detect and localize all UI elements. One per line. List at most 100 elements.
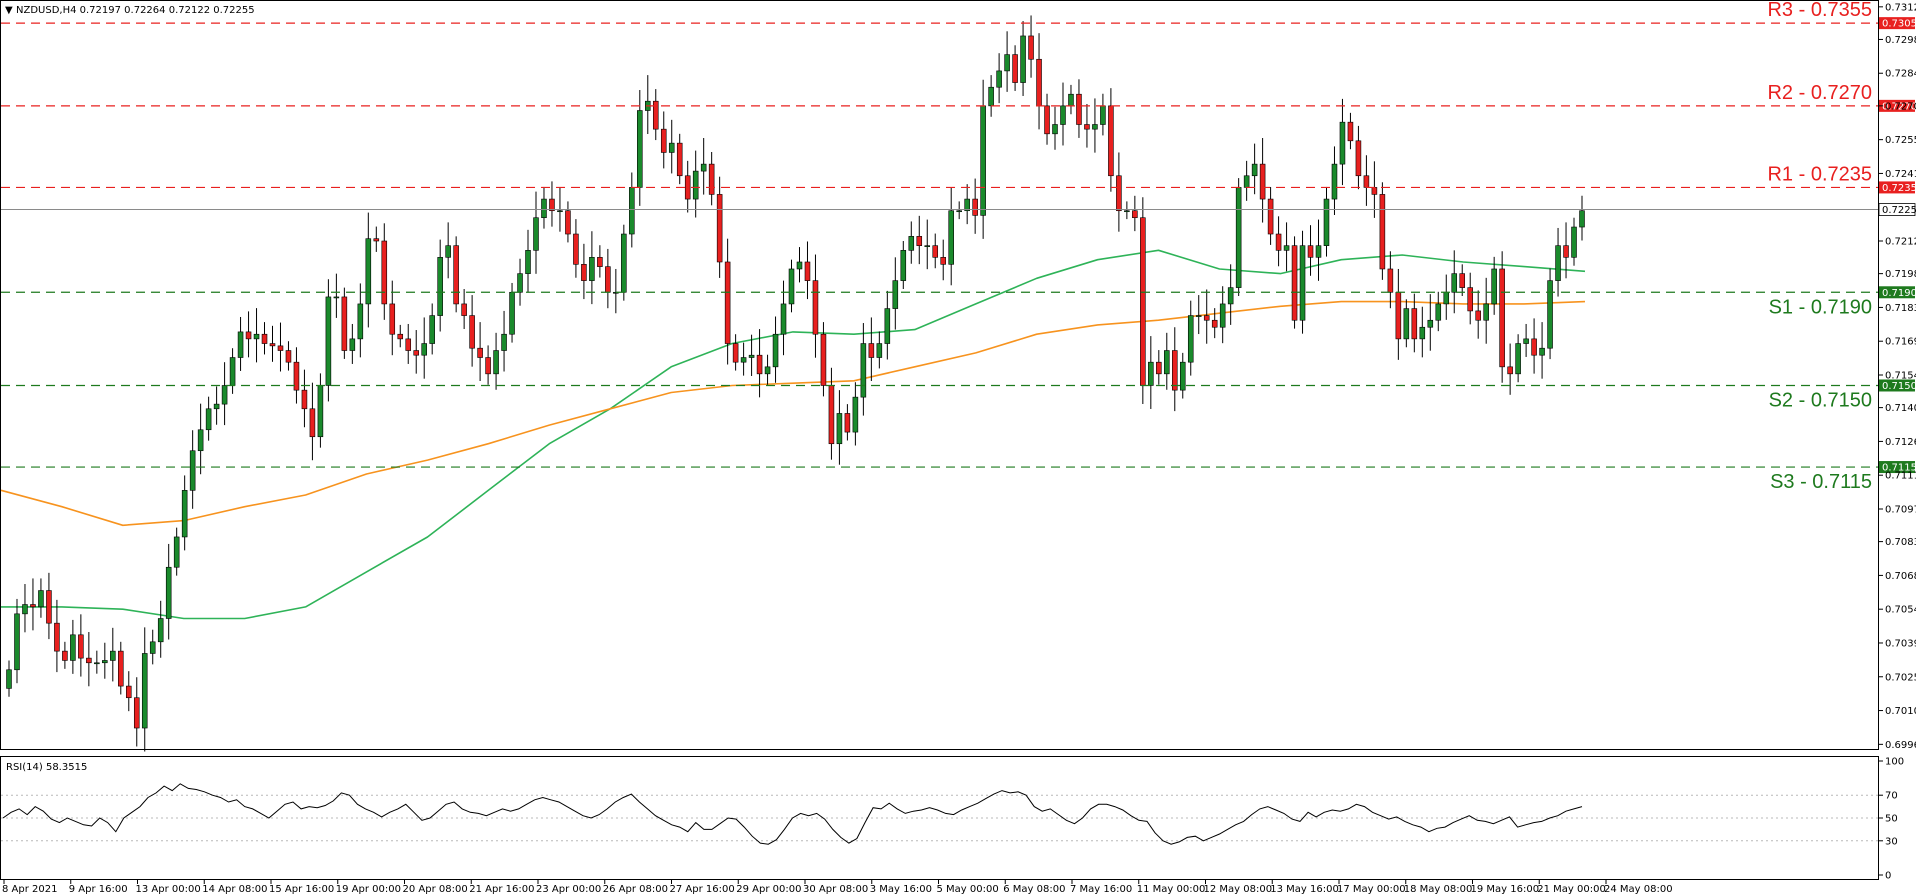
price-tick-label: 0.72120 <box>1885 237 1916 248</box>
candle-30 <box>245 311 252 358</box>
level-label-r3: R3 - 0.7355 <box>1767 0 1872 21</box>
candle-179 <box>1435 291 1442 332</box>
candle-150 <box>1203 289 1210 344</box>
svg-text:0.73055: 0.73055 <box>1882 19 1916 30</box>
candle-117 <box>940 239 946 281</box>
candle-0 <box>6 660 12 697</box>
candle-137 <box>1100 93 1106 136</box>
candle-120 <box>964 184 970 225</box>
candle-88 <box>708 151 715 206</box>
candle-169 <box>1355 125 1362 190</box>
candle-81 <box>652 89 659 141</box>
candle-77 <box>621 224 627 301</box>
candle-14 <box>118 641 124 695</box>
price-tick-label: 0.70830 <box>1885 537 1916 548</box>
candle-195 <box>1563 222 1569 279</box>
rsi-tick-label: 70 <box>1885 791 1898 802</box>
candle-21 <box>173 527 180 576</box>
candle-185 <box>1483 277 1489 344</box>
candle-110 <box>884 290 891 360</box>
candle-99 <box>796 247 803 283</box>
candle-196 <box>1571 217 1577 266</box>
candle-145 <box>1164 332 1170 390</box>
candle-160 <box>1283 222 1290 272</box>
candle-62 <box>501 310 507 372</box>
candle-136 <box>1092 98 1098 153</box>
candle-166 <box>1331 146 1338 216</box>
candle-82 <box>660 111 667 169</box>
candle-27 <box>221 362 228 426</box>
candle-96 <box>772 316 779 383</box>
candle-131 <box>1052 106 1058 150</box>
candle-32 <box>261 322 268 355</box>
candle-113 <box>908 221 915 264</box>
candle-86 <box>692 150 699 218</box>
candle-105 <box>844 404 851 441</box>
level-label-s1: S1 - 0.7190 <box>1769 296 1872 318</box>
candle-125 <box>1004 31 1010 92</box>
price-tick-label: 0.70540 <box>1885 605 1916 616</box>
candle-59 <box>477 322 483 382</box>
time-tick-label: 3 May 16:00 <box>870 884 932 895</box>
candle-115 <box>924 219 931 270</box>
candle-168 <box>1347 112 1354 150</box>
price-tick-label: 0.71405 <box>1885 403 1916 414</box>
candle-100 <box>804 241 811 300</box>
candle-75 <box>605 248 611 309</box>
candle-152 <box>1219 286 1226 344</box>
time-tick-label: 20 Apr 08:00 <box>403 884 468 895</box>
rsi-tick-label: 50 <box>1885 814 1898 825</box>
candle-172 <box>1379 182 1386 280</box>
candle-188 <box>1507 343 1513 395</box>
candle-124 <box>996 53 1002 104</box>
candle-104 <box>836 390 843 465</box>
candle-68 <box>549 181 555 227</box>
candle-50 <box>405 323 412 364</box>
candle-84 <box>676 133 683 185</box>
candle-193 <box>1547 268 1553 360</box>
candle-55 <box>445 222 451 279</box>
candle-19 <box>157 600 164 658</box>
candle-53 <box>429 303 435 355</box>
candle-109 <box>876 331 883 369</box>
time-tick-label: 13 Apr 00:00 <box>136 884 201 895</box>
candle-60 <box>485 345 491 385</box>
candle-57 <box>461 289 467 330</box>
candle-138 <box>1108 88 1114 192</box>
price-tick-label: 0.71115 <box>1885 471 1916 482</box>
candle-89 <box>716 176 723 278</box>
price-tick-label: 0.70105 <box>1885 706 1916 717</box>
time-tick-label: 5 May 00:00 <box>937 884 999 895</box>
candle-164 <box>1315 219 1322 281</box>
candle-189 <box>1515 334 1521 383</box>
candle-154 <box>1235 178 1242 297</box>
candle-16 <box>133 677 140 747</box>
candle-144 <box>1156 350 1162 385</box>
time-tick-label: 19 May 16:00 <box>1471 884 1540 895</box>
candle-3 <box>30 578 36 631</box>
candle-20 <box>165 543 172 640</box>
candle-126 <box>1012 45 1018 91</box>
candle-17 <box>141 627 148 752</box>
candle-74 <box>597 245 603 278</box>
candle-22 <box>181 475 188 551</box>
candle-192 <box>1539 322 1545 379</box>
rsi-tick-label: 30 <box>1885 836 1898 847</box>
price-tick-label: 0.70250 <box>1885 672 1916 683</box>
time-axis: 8 Apr 2021 9 Apr 16:00 13 Apr 00:00 14 Apr … <box>2 879 1673 895</box>
candle-170 <box>1363 155 1370 206</box>
candle-83 <box>668 119 675 174</box>
candle-80 <box>645 75 651 135</box>
candle-186 <box>1491 256 1497 315</box>
candle-36 <box>293 347 300 404</box>
candle-37 <box>301 369 308 428</box>
candle-123 <box>988 75 994 117</box>
candle-91 <box>732 334 739 371</box>
candle-114 <box>916 215 923 265</box>
